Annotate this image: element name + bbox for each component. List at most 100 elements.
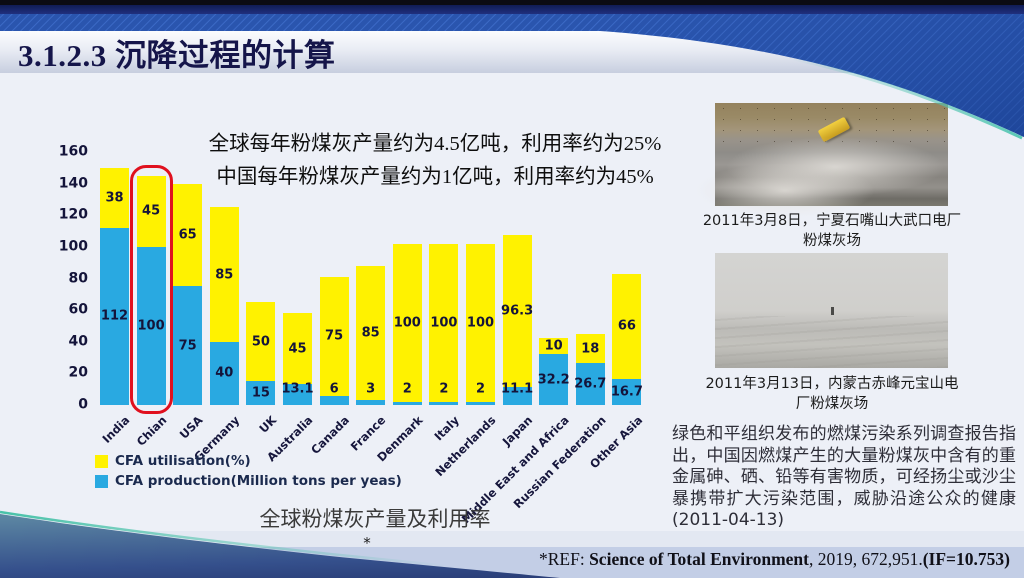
bar-netherlands: 100 2 <box>466 243 495 405</box>
y-axis-tick-label: 100 <box>58 238 88 255</box>
ref-middle: , 2019, 672,951. <box>808 549 923 569</box>
bar-segment-utilisation <box>466 243 495 402</box>
bar-japan: 96.3 11.1 <box>501 235 533 405</box>
highlight-ring-chian <box>129 164 173 414</box>
greenpeace-report-paragraph: 绿色和平组织发布的燃煤污染系列调查报告指出，中国因燃煤产生的大量粉煤灰中含有的重… <box>672 424 1016 530</box>
photo1-caption: 2011年3月8日，宁夏石嘴山大武口电厂粉煤灰场 <box>702 213 962 249</box>
utilisation-value-label: 45 <box>288 341 307 357</box>
legend-label-production: CFA production(Million tons per yeas) <box>115 473 402 489</box>
bar-russian-federation: 18 26.7 <box>574 334 606 405</box>
y-axis-tick-label: 40 <box>68 333 88 350</box>
bar-segment-production <box>539 354 569 405</box>
bar-segment-production <box>612 378 642 405</box>
y-axis-tick-label: 80 <box>68 270 88 287</box>
utilisation-value-label: 75 <box>325 328 344 344</box>
ref-impact-factor: (IF=10.753) <box>922 549 1010 569</box>
distant-person-shape <box>831 307 834 315</box>
production-value-label: 6 <box>329 381 339 397</box>
production-value-label: 2 <box>439 381 449 397</box>
y-axis-tick-label: 0 <box>78 396 88 413</box>
x-axis-label-usa: USA <box>176 413 206 442</box>
production-value-label: 15 <box>251 385 270 401</box>
chart-legend: CFA utilisation(%) CFA production(Millio… <box>95 453 402 493</box>
chart-caption: 全球粉煤灰产量及利用率 <box>259 507 491 531</box>
bar-denmark: 100 2 <box>392 243 422 405</box>
x-axis-label-uk: UK <box>256 413 279 436</box>
production-value-label: 26.7 <box>574 376 607 392</box>
bottom-light-band <box>0 531 1024 547</box>
header-top-black-strip <box>0 0 1024 5</box>
bar-segment-production <box>319 395 349 405</box>
bar-segment-production <box>283 384 312 405</box>
utilisation-value-label: 100 <box>466 315 495 331</box>
bar-segment-utilisation <box>539 338 569 355</box>
bar-other-asia: 66 16.7 <box>611 274 643 405</box>
china-cfa-stat-line: 中国每年粉煤灰产量约为1亿吨，利用率约为45% <box>216 166 654 188</box>
bar-segment-utilisation <box>173 183 203 287</box>
reference-citation: *REF: Science of Total Environment, 2019… <box>0 549 1010 570</box>
bar-india: 38 112 <box>100 167 129 405</box>
bar-germany: 85 40 <box>209 207 239 405</box>
bar-usa: 65 75 <box>173 183 203 405</box>
bar-uk: 50 15 <box>246 302 276 405</box>
dust-haze-photo-chifeng <box>715 253 948 368</box>
bar-segment-utilisation <box>502 235 532 388</box>
utilisation-value-label: 66 <box>617 318 636 334</box>
bar-segment-production <box>575 362 605 405</box>
header-blue-strip <box>0 14 1024 31</box>
bar-segment-utilisation <box>392 243 422 402</box>
production-value-label: 75 <box>178 338 197 354</box>
photo-ground-texture <box>715 316 948 368</box>
dust-storm-photo-ningxia <box>695 103 948 218</box>
utilisation-value-label: 10 <box>544 338 563 354</box>
key-statistics-text: 全球每年粉煤灰产量约为4.5亿吨，利用率约为25% 中国每年粉煤灰产量约为1亿吨… <box>200 128 670 194</box>
x-axis-label-canada: Canada <box>308 413 353 457</box>
production-color-chip-icon <box>95 474 108 488</box>
bar-segment-production <box>173 286 203 405</box>
production-value-label: 32.2 <box>537 372 570 388</box>
bar-segment-production <box>429 401 459 405</box>
bar-italy: 100 2 <box>429 243 459 405</box>
page-title: 3.1.2.3 沉降过程的计算 <box>18 38 336 73</box>
utilisation-value-label: 96.3 <box>501 303 534 319</box>
y-axis-tick-label: 120 <box>58 206 88 223</box>
bar-chian: 45 100 <box>136 175 166 405</box>
utilisation-value-label: 18 <box>581 341 600 357</box>
y-axis-tick-label: 140 <box>58 175 88 192</box>
bar-segment-utilisation <box>209 207 239 342</box>
y-axis-tick-label: 60 <box>68 301 88 318</box>
utilisation-value-label: 45 <box>142 203 161 219</box>
utilisation-value-label: 65 <box>178 227 197 243</box>
utilisation-value-label: 38 <box>105 190 124 206</box>
production-value-label: 16.7 <box>610 384 643 400</box>
x-axis-label-chian: Chian <box>133 413 170 449</box>
bar-australia: 45 13.1 <box>281 313 314 405</box>
bar-segment-production <box>136 246 166 405</box>
utilisation-color-chip-icon <box>95 454 108 468</box>
bar-segment-utilisation <box>136 175 166 247</box>
x-axis-label-italy: Italy <box>431 413 462 444</box>
bar-middle-east-and-africa: 10 32.2 <box>538 338 570 405</box>
ref-prefix: *REF: <box>538 549 590 569</box>
utilisation-value-label: 85 <box>215 267 234 283</box>
legend-label-utilisation: CFA utilisation(%) <box>115 453 251 469</box>
bar-segment-production <box>502 387 532 405</box>
production-value-label: 40 <box>215 365 234 381</box>
bar-segment-utilisation <box>612 274 642 379</box>
utilisation-value-label: 50 <box>251 334 270 350</box>
production-value-label: 100 <box>137 318 165 334</box>
bar-segment-production <box>392 401 422 405</box>
bar-france: 85 3 <box>356 265 386 405</box>
production-value-label: 2 <box>475 381 486 397</box>
bar-segment-utilisation <box>246 302 276 382</box>
production-value-label: 112 <box>100 308 129 324</box>
utilisation-value-label: 100 <box>393 315 421 331</box>
production-value-label: 2 <box>402 381 412 397</box>
ref-journal: Science of Total Environment <box>589 549 809 569</box>
bar-segment-utilisation <box>100 167 129 228</box>
production-value-label: 3 <box>366 381 376 397</box>
utilisation-value-label: 85 <box>361 325 380 341</box>
bar-segment-utilisation <box>575 334 605 363</box>
production-value-label: 13.1 <box>281 381 314 397</box>
bar-segment-production <box>356 400 386 405</box>
